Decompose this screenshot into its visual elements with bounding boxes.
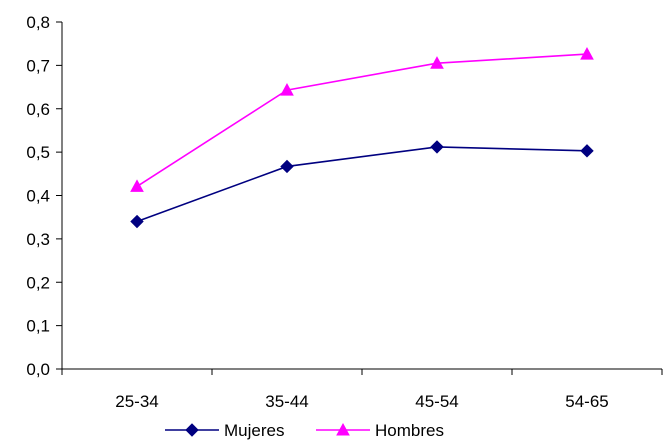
legend-marker-mujeres: [185, 423, 199, 437]
y-tick-label: 0,0: [26, 360, 50, 379]
y-tick-label: 0,3: [26, 230, 50, 249]
y-tick-label: 0,6: [26, 100, 50, 119]
legend: Mujeres Hombres: [165, 421, 444, 440]
data-point-hombres: [580, 47, 594, 60]
x-tick-labels: 25-34 35-44 45-54 54-65: [115, 392, 608, 411]
series-mujeres: [130, 140, 594, 229]
series-hombres: [130, 47, 594, 192]
series-line-hombres: [136, 53, 588, 188]
legend-item-hombres: Hombres: [316, 421, 444, 440]
axes: [56, 21, 663, 375]
y-tick-label: 0,4: [26, 187, 50, 206]
x-tick-label: 35-44: [265, 392, 308, 411]
legend-item-mujeres: Mujeres: [165, 421, 284, 440]
legend-label-mujeres: Mujeres: [224, 421, 284, 440]
y-tick-label: 0,2: [26, 273, 50, 292]
data-point-hombres: [280, 83, 294, 96]
data-point-mujeres: [280, 159, 294, 174]
x-tick-label: 45-54: [415, 392, 458, 411]
y-tick-label: 0,7: [26, 56, 50, 75]
y-tick-label: 0,1: [26, 317, 50, 336]
data-point-hombres: [130, 179, 144, 192]
data-point-mujeres: [580, 144, 594, 158]
data-point-mujeres: [430, 140, 444, 154]
y-tick-label: 0,8: [26, 13, 50, 32]
data-point-hombres: [430, 56, 444, 69]
x-tick-label: 25-34: [115, 392, 158, 411]
series-line-mujeres: [136, 146, 588, 223]
legend-marker-hombres: [336, 422, 350, 436]
y-tick-label: 0,5: [26, 143, 50, 162]
data-point-mujeres: [130, 214, 144, 229]
x-tick-label: 54-65: [565, 392, 608, 411]
series-layer: [130, 47, 594, 229]
y-tick-labels: 0,0 0,1 0,2 0,3 0,4 0,5 0,6 0,7 0,8: [26, 13, 50, 379]
legend-label-hombres: Hombres: [375, 421, 444, 440]
